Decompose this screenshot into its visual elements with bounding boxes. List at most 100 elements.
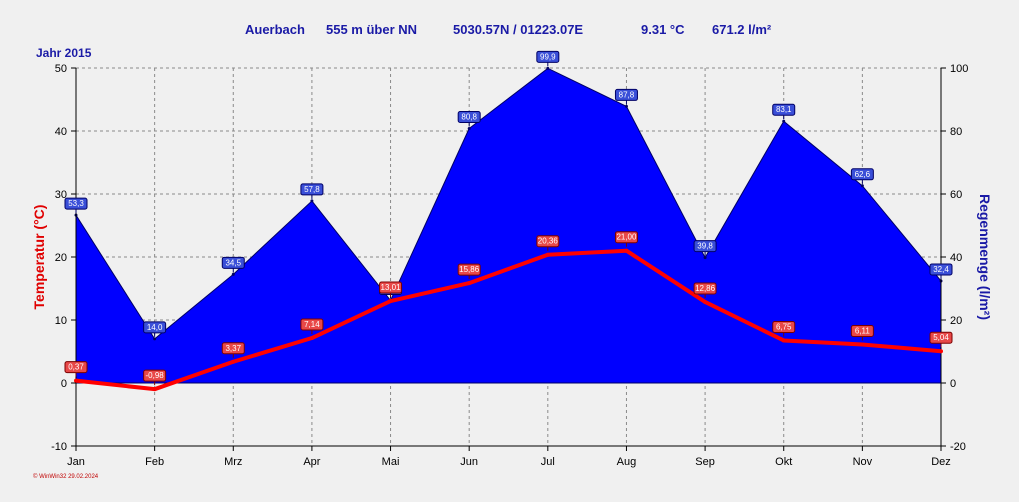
data-label-text: 57,8: [304, 185, 320, 194]
temperature-data-label: 21,00: [614, 231, 638, 247]
temperature-point: [388, 299, 393, 304]
rain-point: [703, 256, 707, 260]
data-label-box: [300, 318, 324, 331]
data-label-box: [64, 361, 88, 374]
data-label-box: [457, 263, 481, 276]
rain-point: [860, 184, 864, 188]
data-label-box: [379, 281, 403, 294]
temperature-data-label: 6,11: [850, 325, 874, 341]
station-name: Auerbach: [245, 22, 305, 37]
data-label-text: 99,9: [540, 52, 556, 61]
x-axis-label: Mrz: [224, 456, 242, 468]
left-axis-tick-label: 0: [61, 378, 67, 390]
average-temperature: 9.31 °C: [641, 22, 685, 37]
data-label-text: 20,36: [538, 237, 559, 246]
data-label-text: 80,8: [461, 112, 477, 121]
data-label-box: [772, 320, 796, 333]
temperature-point: [545, 252, 550, 257]
data-label-text: 15,86: [459, 265, 480, 274]
temperature-point: [624, 248, 629, 253]
data-label-text: 21,00: [616, 233, 637, 242]
left-axis-tick-label: 20: [55, 252, 67, 264]
data-label-text: 83,1: [776, 105, 792, 114]
rain-data-label: 34,5: [221, 256, 245, 273]
left-axis-tick-label: -10: [51, 441, 67, 453]
data-label-text: 62,6: [855, 170, 871, 179]
rain-data-label: 99,9: [536, 50, 560, 67]
rain-data-label: 87,8: [614, 88, 638, 105]
temperature-data-label: 5,04: [929, 331, 953, 348]
data-label-box: [850, 325, 874, 338]
temperature-point: [309, 336, 314, 341]
temperature-data-label: 6,75: [772, 320, 796, 337]
left-axis-title: Temperatur (°C): [31, 205, 47, 310]
x-axis-label: Mai: [382, 456, 400, 468]
x-axis-label: Aug: [617, 456, 637, 468]
temperature-data-label: 12,86: [693, 282, 717, 298]
data-label-text: 87,8: [619, 90, 635, 99]
x-axis-label: Okt: [775, 456, 792, 468]
rain-point: [546, 66, 550, 70]
data-label-text: -0,98: [146, 371, 165, 380]
data-label-text: 14,0: [147, 323, 163, 332]
data-labels: 53,314,034,557,826,280,899,987,839,883,1…: [64, 50, 953, 386]
temperature-data-label: 20,36: [536, 235, 560, 251]
data-label-text: 12,86: [695, 284, 716, 293]
x-axis-label: Sep: [695, 456, 715, 468]
rain-data-label: 14,0: [143, 321, 167, 337]
x-axis-label: Apr: [303, 456, 320, 468]
footer-credit: © WinWin32 29.02.2024: [33, 474, 99, 480]
data-label-box: [614, 88, 638, 101]
temperature-line-layer: [74, 248, 943, 392]
data-label-text: 0,37: [68, 363, 84, 372]
rain-data-label: 62,6: [850, 168, 874, 184]
data-label-box: [221, 342, 245, 355]
data-label-text: 5,04: [933, 333, 949, 342]
rain-point: [310, 199, 314, 203]
data-label-text: 39,8: [697, 242, 713, 251]
rain-data-label: 32,4: [929, 263, 953, 279]
data-label-box: [929, 263, 953, 276]
data-label-text: 6,75: [776, 322, 792, 331]
total-rainfall: 671.2 l/m²: [712, 22, 772, 37]
x-axis-label: Jan: [67, 456, 85, 468]
temperature-data-label: 13,01: [379, 281, 403, 298]
x-axis-label: Jun: [460, 456, 478, 468]
data-label-box: [772, 103, 796, 116]
left-axis-tick-label: 40: [55, 126, 67, 138]
x-axis-label: Dez: [931, 456, 951, 468]
data-label-box: [143, 369, 167, 382]
temperature-point: [231, 359, 236, 364]
axes: -10 0 10 20 30 40 50 -20 0 20 40 60 80 100 Jan Feb Mrz Ap…: [31, 63, 993, 468]
data-label-text: 13,01: [381, 283, 402, 292]
temperature-data-label: 15,86: [457, 263, 481, 280]
data-label-box: [300, 183, 324, 196]
rain-area: [75, 67, 942, 384]
temperature-point: [860, 342, 865, 347]
data-label-text: 6,11: [855, 327, 871, 336]
data-label-box: [457, 110, 481, 123]
data-label-box: [929, 331, 953, 344]
temperature-line: [75, 248, 942, 392]
temperature-data-label: 7,14: [300, 318, 324, 335]
data-label-box: [850, 168, 874, 181]
right-axis-tick-label: 0: [950, 378, 956, 390]
data-label-box: [536, 235, 560, 248]
rain-point: [782, 119, 786, 123]
rain-data-label: 53,3: [64, 197, 88, 214]
x-axis-label: Nov: [853, 456, 873, 468]
right-axis-tick-label: 60: [950, 189, 962, 201]
data-label-text: 3,37: [225, 344, 241, 353]
data-label-text: 32,4: [933, 265, 949, 274]
right-axis-tick-label: 40: [950, 252, 962, 264]
rain-point: [153, 337, 157, 341]
rain-data-label: 57,8: [300, 183, 324, 199]
data-label-box: [693, 240, 717, 253]
right-axis-tick-label: -20: [950, 441, 966, 453]
right-axis-title: Regenmenge (l/m²): [977, 194, 993, 320]
data-label-box: [143, 321, 167, 334]
station-elevation: 555 m über NN: [326, 22, 418, 37]
left-axis-tick-label: 30: [55, 189, 67, 201]
